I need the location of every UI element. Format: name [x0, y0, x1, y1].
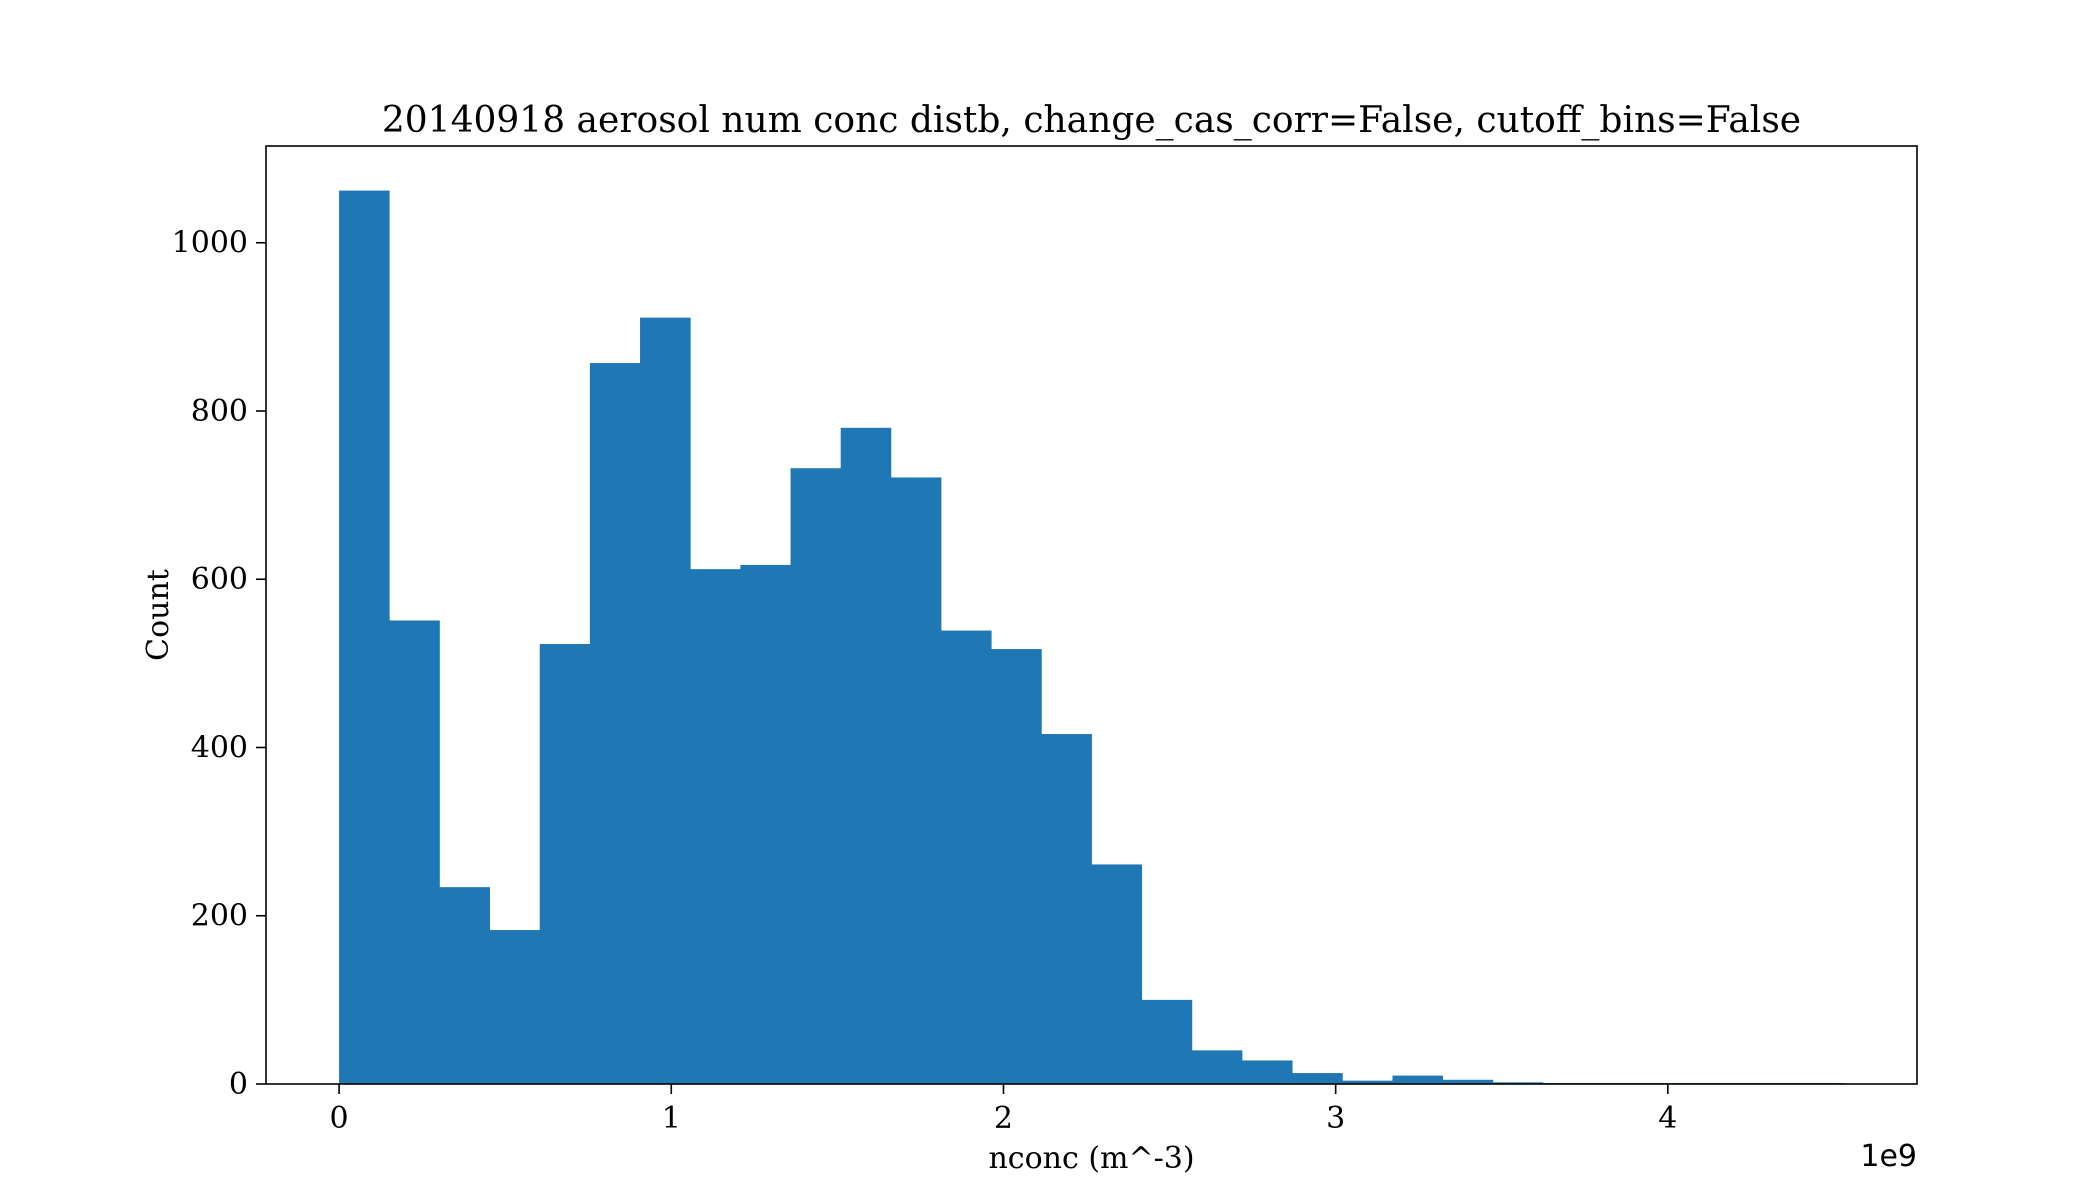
plot-frame	[265, 145, 1918, 1085]
x-axis-label: nconc (m^-3)	[988, 1141, 1194, 1176]
x-tick-label: 3	[1326, 1101, 1345, 1136]
histogram-bar	[589, 363, 641, 1084]
histogram-bar	[1141, 999, 1193, 1084]
y-tick-label: 200	[191, 899, 248, 934]
histogram-bar	[640, 317, 691, 1084]
y-tick-label: 400	[191, 730, 248, 765]
y-axis-label: Count	[141, 569, 176, 661]
histogram-bar	[991, 649, 1042, 1084]
histogram-bar	[941, 630, 992, 1084]
histogram-bar	[1191, 1050, 1243, 1084]
y-tick-label: 1000	[172, 226, 248, 261]
histogram-bar	[690, 569, 741, 1084]
y-tick-label: 600	[191, 562, 248, 597]
histogram-bar	[1091, 864, 1143, 1084]
histogram-bar	[539, 644, 591, 1084]
chart-title: 20140918 aerosol num conc distb, change_…	[382, 100, 1801, 141]
histogram-bar	[840, 427, 892, 1084]
x-tick-label: 4	[1658, 1101, 1677, 1136]
x-axis-offset-label: 1e9	[1860, 1139, 1917, 1174]
histogram-bar	[1292, 1073, 1343, 1084]
y-tick-label: 800	[191, 394, 248, 429]
histogram-bar	[1342, 1080, 1393, 1084]
histogram-bar	[339, 190, 390, 1084]
y-axis-ticks: 0 200 400 600 800 1000	[172, 226, 266, 1102]
x-tick-label: 2	[994, 1101, 1013, 1136]
bars-group	[339, 190, 1845, 1084]
histogram-bar	[790, 468, 842, 1084]
histogram-bar	[1442, 1079, 1494, 1084]
y-tick-label: 0	[229, 1067, 248, 1102]
histogram-bar	[389, 620, 440, 1084]
histogram-bar	[890, 477, 942, 1084]
histogram-bar	[740, 564, 791, 1084]
histogram-bar	[1392, 1075, 1444, 1084]
histogram-bar	[489, 930, 541, 1084]
histogram-bar	[1041, 734, 1092, 1084]
x-tick-label: 1	[662, 1101, 681, 1136]
histogram-bar	[1241, 1060, 1293, 1084]
histogram-bar	[439, 887, 490, 1084]
x-axis-ticks: 0 1 2 3 4	[330, 1084, 1677, 1136]
histogram-bar	[1492, 1082, 1544, 1084]
x-tick-label: 0	[330, 1101, 349, 1136]
